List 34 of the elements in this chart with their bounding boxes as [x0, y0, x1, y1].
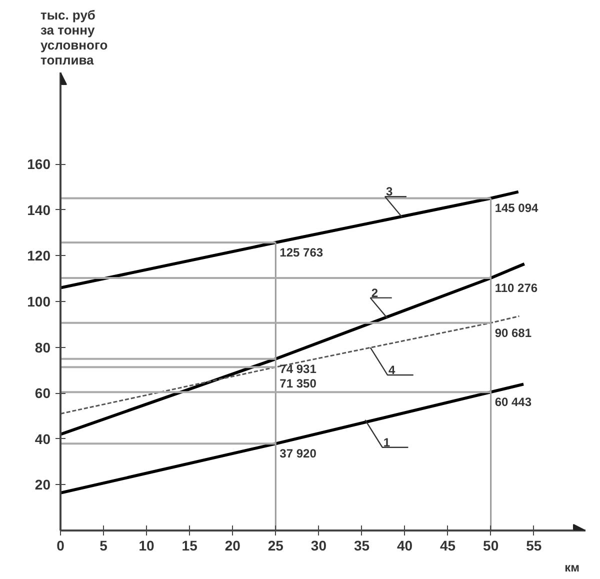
y-tick-label: 20: [34, 476, 51, 493]
annotation: 37 920: [280, 446, 317, 461]
x-tick-label: 25: [268, 538, 284, 554]
x-tick-label: 0: [56, 538, 65, 554]
annotation: 4: [388, 363, 396, 378]
annotation: 1: [383, 435, 390, 450]
x-tick-label: 10: [138, 538, 155, 554]
y-tick-label: 60: [34, 385, 51, 402]
x-tick-label: 45: [440, 538, 456, 554]
annotation: 110 276: [494, 280, 538, 295]
annotation: 3: [386, 184, 393, 199]
x-tick-label: 40: [396, 538, 413, 554]
annotation: 145 094: [494, 201, 539, 216]
y-tick-label: 80: [34, 339, 51, 356]
y-tick-label: 140: [27, 202, 51, 218]
annotation: 90 681: [494, 326, 532, 340]
y-tick-label: 120: [27, 248, 51, 264]
y-tick-label: 100: [27, 294, 51, 310]
annotation: 74 931: [280, 362, 317, 376]
x-tick-label: 30: [310, 538, 327, 554]
annotation: 71 350: [280, 376, 317, 391]
x-tick-label: 55: [526, 538, 542, 554]
x-tick-label: 50: [483, 538, 499, 554]
y-axis-title: тыс. руб за тонну условного топлива: [40, 8, 108, 68]
annotation: 125 763: [280, 246, 324, 260]
y-tick-label: 160: [27, 156, 51, 172]
annotation: 2: [371, 286, 378, 300]
x-tick-label: 15: [182, 538, 198, 554]
x-axis-title: км: [564, 560, 580, 574]
x-tick-label: 5: [100, 538, 108, 554]
x-tick-label: 20: [224, 538, 241, 554]
x-tick-label: 35: [354, 538, 370, 554]
y-tick-label: 40: [34, 430, 51, 447]
annotation: 60 443: [494, 395, 532, 410]
